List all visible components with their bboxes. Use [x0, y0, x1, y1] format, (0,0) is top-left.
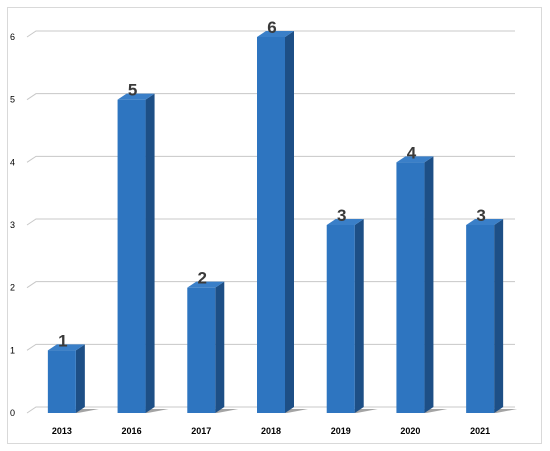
x-tick-label: 2017	[191, 426, 211, 436]
bar-top	[257, 31, 294, 37]
bar-front	[326, 225, 355, 413]
x-tick-label: 2016	[122, 426, 142, 436]
x-tick-label: 2019	[331, 426, 351, 436]
bar-front	[257, 37, 285, 413]
bar-top	[466, 219, 504, 225]
bar-2020	[396, 156, 434, 414]
y-tick-label: 6	[10, 32, 15, 42]
gridline	[26, 155, 515, 163]
x-tick-label: 2018	[261, 426, 281, 436]
data-label: 1	[58, 331, 67, 350]
bar-top	[326, 219, 364, 225]
bar-front	[466, 225, 495, 413]
bar-top	[187, 281, 225, 288]
bar-side	[424, 156, 434, 414]
data-label: 3	[476, 206, 485, 225]
gridline	[26, 93, 515, 101]
bar-top	[117, 93, 155, 100]
data-labels: 1 5 2 6 3 4 3	[58, 18, 486, 350]
x-axis-category-labels: 2013 2016 2017 2018 2019 2020 2021	[52, 426, 490, 436]
bar-side	[285, 31, 294, 413]
y-tick-label: 2	[10, 283, 15, 293]
data-label: 2	[198, 269, 207, 288]
data-label: 4	[407, 143, 417, 162]
gridline	[26, 30, 515, 38]
bar-side	[354, 219, 364, 413]
bar-2017	[187, 281, 225, 413]
y-tick-label: 5	[10, 95, 15, 105]
bar-2018	[257, 31, 294, 413]
bar-side	[494, 219, 504, 413]
y-tick-label: 1	[10, 345, 15, 355]
bar-2019	[326, 219, 364, 413]
data-label: 3	[337, 206, 346, 225]
bar-front	[47, 350, 76, 413]
bar-top	[47, 344, 85, 351]
bar-2016	[117, 93, 155, 414]
x-tick-label: 2021	[470, 426, 490, 436]
bar-2013	[47, 344, 85, 413]
bar-top	[396, 156, 434, 163]
bar-side	[145, 93, 155, 414]
x-tick-label: 2020	[400, 426, 420, 436]
data-label: 6	[267, 18, 276, 37]
data-label: 5	[128, 81, 137, 100]
y-axis-tick-labels: 0 1 2 3 4 5 6	[10, 32, 15, 418]
bar-front	[187, 287, 216, 413]
bar-front	[117, 99, 146, 414]
bar-front	[396, 162, 425, 413]
bars	[47, 31, 504, 414]
bar-2021	[466, 219, 504, 413]
y-tick-label: 0	[10, 408, 15, 418]
bar-side	[215, 281, 225, 413]
bar-side	[75, 344, 85, 413]
x-tick-label: 2013	[52, 426, 72, 436]
y-tick-label: 4	[10, 157, 15, 167]
y-tick-label: 3	[10, 220, 15, 230]
